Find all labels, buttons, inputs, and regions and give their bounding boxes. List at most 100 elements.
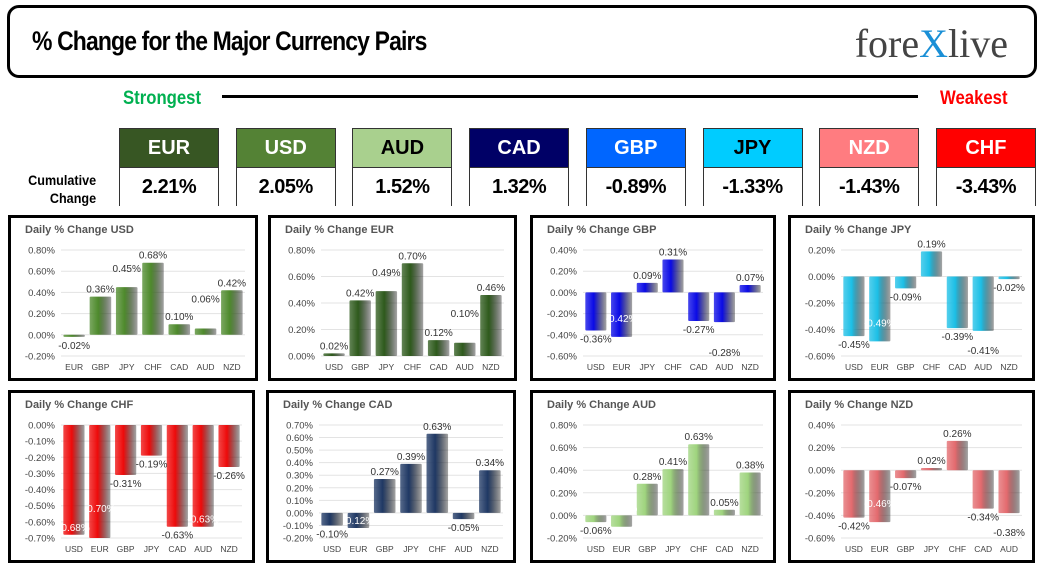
data-label: 0.02% xyxy=(917,456,945,467)
bar-jpy xyxy=(662,469,684,516)
bar-nzd xyxy=(218,425,240,467)
chart-title: Daily % Change CHF xyxy=(25,399,134,411)
bar-cad xyxy=(427,340,450,356)
currency-box-gbp: GBP -0.89% xyxy=(585,128,686,206)
bar-cad xyxy=(972,470,994,509)
data-label: -0.27% xyxy=(683,325,715,336)
y-tick-label: 0.60% xyxy=(288,272,315,283)
x-tick-label: GBP xyxy=(351,362,369,372)
bar-usd xyxy=(63,425,85,535)
x-tick-label: NZD xyxy=(741,544,758,554)
bar-eur xyxy=(869,470,891,523)
x-tick-label: USD xyxy=(587,544,605,554)
bar-cad xyxy=(713,509,735,516)
bar-usd xyxy=(321,512,343,526)
page-title: % Change for the Major Currency Pairs xyxy=(32,26,427,56)
y-tick-label: -0.60% xyxy=(805,534,836,545)
data-label: 0.34% xyxy=(476,458,504,469)
x-tick-label: GBP xyxy=(117,544,135,554)
x-tick-label: CHF xyxy=(144,362,161,372)
data-label: -0.26% xyxy=(213,471,245,482)
data-label: -0.10% xyxy=(606,504,638,515)
data-label: -0.05% xyxy=(448,523,480,534)
x-tick-label: NZD xyxy=(741,362,758,372)
y-tick-label: 0.60% xyxy=(286,433,313,444)
bar-nzd xyxy=(480,295,502,356)
currency-code: CAD xyxy=(470,129,569,168)
y-tick-label: -0.60% xyxy=(25,517,56,528)
data-label: 0.10% xyxy=(451,309,479,320)
y-tick-label: 0.20% xyxy=(28,309,55,320)
currency-code: AUD xyxy=(353,129,452,168)
bar-chf xyxy=(946,440,968,471)
x-tick-label: CHF xyxy=(690,544,707,554)
x-tick-label: USD xyxy=(845,362,863,372)
y-tick-label: 0.00% xyxy=(550,511,577,522)
bar-jpy xyxy=(636,282,658,293)
y-tick-label: 0.60% xyxy=(550,443,577,454)
data-label: 0.39% xyxy=(397,452,425,463)
bar-chf xyxy=(142,262,164,335)
chart-title: Daily % Change NZD xyxy=(805,399,914,411)
data-label: -0.28% xyxy=(709,348,741,359)
bar-jpy xyxy=(115,287,138,335)
bar-gbp xyxy=(895,276,917,289)
bar-jpy xyxy=(920,467,943,471)
data-label: 0.19% xyxy=(917,239,945,250)
data-label: -0.70% xyxy=(84,504,116,515)
x-tick-label: CHF xyxy=(949,544,966,554)
chart-title: Daily % Change GBP xyxy=(547,224,657,236)
bar-usd xyxy=(585,292,607,331)
data-label: 0.10% xyxy=(165,312,193,323)
bar-aud xyxy=(192,425,214,527)
data-label: 0.42% xyxy=(346,288,374,299)
y-tick-label: -0.40% xyxy=(805,325,836,336)
x-tick-label: NZD xyxy=(223,362,240,372)
x-tick-label: CAD xyxy=(690,362,708,372)
currency-code: GBP xyxy=(586,129,685,168)
x-tick-label: EUR xyxy=(613,362,631,372)
bar-eur xyxy=(611,515,633,527)
bar-eur xyxy=(347,512,370,528)
chart-svg: -0.60% -0.40% -0.20% 0.00% 0.20% USD EUR GBP CHF… xyxy=(805,239,1025,372)
y-tick-label: -0.20% xyxy=(805,299,836,310)
data-label: -0.31% xyxy=(110,479,142,490)
y-tick-label: 0.20% xyxy=(808,246,835,257)
cumulative-change-value: 2.05% xyxy=(236,168,335,206)
data-label: 0.36% xyxy=(86,285,114,296)
bar-usd xyxy=(843,470,865,518)
x-tick-label: EUR xyxy=(91,544,109,554)
bar-cad xyxy=(168,324,191,335)
data-label: -0.12% xyxy=(343,516,375,527)
x-tick-label: NZD xyxy=(482,362,499,372)
data-label: 0.63% xyxy=(423,422,451,433)
data-label: -0.49% xyxy=(864,318,896,329)
y-tick-label: 0.40% xyxy=(286,458,313,469)
x-tick-label: JPY xyxy=(403,544,419,554)
y-tick-label: -0.20% xyxy=(547,309,578,320)
y-tick-label: 0.20% xyxy=(286,483,313,494)
x-tick-label: CAD xyxy=(715,544,733,554)
currency-code: JPY xyxy=(703,129,802,168)
bar-usd xyxy=(843,276,865,337)
x-tick-label: CAD xyxy=(948,362,966,372)
y-tick-label: -0.30% xyxy=(25,469,56,480)
currency-code: CHF xyxy=(936,129,1035,168)
x-tick-label: JPY xyxy=(665,544,681,554)
chart-daily-change-nzd: Daily % Change NZD -0.60% -0.40% -0.20% 0.00… xyxy=(788,390,1035,563)
x-tick-label: CAD xyxy=(974,544,992,554)
bar-gbp xyxy=(895,470,917,479)
currency-code: NZD xyxy=(820,129,919,168)
cumulative-change-label: Cumulative Change xyxy=(26,171,96,207)
y-tick-label: 0.00% xyxy=(808,466,835,477)
cumulative-label-line2: Change xyxy=(49,190,97,206)
bar-usd xyxy=(585,515,607,523)
y-tick-label: 0.10% xyxy=(286,496,313,507)
y-tick-label: 0.00% xyxy=(808,272,835,283)
y-tick-label: 0.20% xyxy=(808,443,835,454)
bar-chf xyxy=(426,433,449,513)
y-tick-label: 0.00% xyxy=(28,330,55,341)
y-tick-label: 0.60% xyxy=(28,267,55,278)
data-label: -0.41% xyxy=(967,346,999,357)
y-tick-label: 0.20% xyxy=(550,267,577,278)
